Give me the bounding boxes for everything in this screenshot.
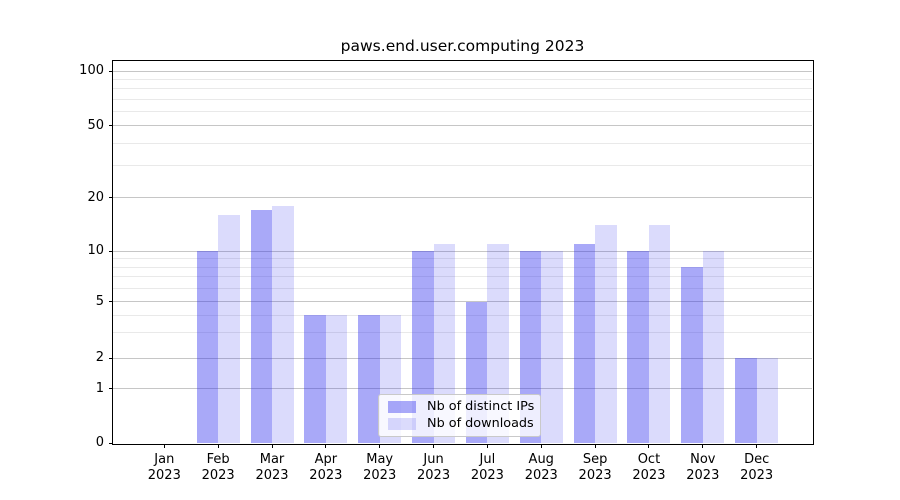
- x-axis-tick: [325, 444, 327, 448]
- legend-label-distinct-ips: Nb of distinct IPs: [427, 399, 535, 414]
- y-gridline-minor: [113, 287, 812, 289]
- bar-downloads: [648, 225, 671, 443]
- y-axis-tick-label: 50: [87, 117, 104, 133]
- bar-distinct-ips: [250, 210, 272, 443]
- y-gridline-minor: [113, 142, 812, 144]
- y-gridline-minor: [113, 332, 812, 334]
- legend-swatch-distinct-ips: [388, 401, 416, 413]
- x-axis-tick-label: Nov 2023: [686, 452, 720, 483]
- y-gridline-minor: [113, 165, 812, 167]
- x-axis-tick: [486, 444, 488, 448]
- y-gridline-major: [113, 125, 812, 126]
- x-axis-tick-label: May 2023: [363, 452, 397, 483]
- bar-downloads: [541, 251, 563, 443]
- x-axis-tick: [702, 444, 704, 448]
- y-gridline-minor: [113, 258, 812, 260]
- y-axis-tick: [109, 357, 113, 359]
- legend-label-downloads: Nb of downloads: [427, 416, 534, 431]
- x-axis-tick: [648, 444, 650, 448]
- bar-downloads: [595, 225, 617, 443]
- y-axis-tick: [109, 70, 113, 72]
- x-axis-tick-label: Sep 2023: [578, 452, 612, 483]
- y-gridline-minor: [113, 314, 812, 316]
- x-axis-tick: [540, 444, 542, 448]
- y-axis-tick: [109, 442, 113, 444]
- y-axis-tick: [109, 197, 113, 198]
- y-gridline-minor: [113, 276, 812, 278]
- y-axis-tick-label: 20: [87, 189, 104, 205]
- y-gridline-major: [113, 388, 812, 389]
- y-gridline-minor: [113, 266, 812, 268]
- x-axis-tick: [756, 444, 758, 448]
- bar-distinct-ips: [681, 267, 703, 443]
- y-axis-tick-label: 10: [87, 243, 104, 258]
- y-axis-tick-label: 0: [95, 435, 104, 450]
- bar-downloads: [218, 214, 240, 443]
- plot-border: [112, 60, 814, 445]
- x-axis-tick-label: Mar 2023: [255, 452, 289, 483]
- bar-distinct-ips: [573, 243, 596, 443]
- x-axis-tick: [379, 444, 381, 448]
- bar-downloads: [325, 315, 348, 443]
- bar-downloads: [433, 243, 456, 443]
- x-axis-tick: [433, 444, 435, 448]
- y-gridline-minor: [113, 110, 812, 112]
- y-gridline-minor: [113, 78, 812, 80]
- chart-title: paws.end.user.computing 2023: [340, 37, 585, 55]
- y-gridline-minor: [113, 88, 812, 90]
- x-axis-tick-label: Oct 2023: [632, 452, 666, 483]
- x-axis-tick-label: Dec 2023: [740, 452, 774, 483]
- y-axis-tick-label: 100: [79, 63, 104, 78]
- y-axis-tick: [109, 301, 113, 302]
- y-gridline-major: [113, 250, 812, 252]
- x-axis-tick: [594, 444, 596, 448]
- x-axis-tick-label: Aug 2023: [524, 452, 558, 483]
- bar-downloads: [702, 251, 725, 443]
- y-axis-tick-label: 2: [95, 350, 104, 365]
- y-gridline-major: [113, 70, 812, 72]
- bar-distinct-ips: [358, 315, 380, 443]
- x-axis-tick-label: Apr 2023: [309, 452, 343, 483]
- y-gridline-major: [113, 357, 812, 359]
- x-axis-tick-label: Jan 2023: [147, 452, 181, 483]
- y-gridline-major: [113, 197, 812, 198]
- x-axis-tick: [271, 444, 273, 448]
- bar-downloads: [272, 205, 294, 443]
- bar-distinct-ips: [627, 251, 649, 443]
- legend-entry-downloads: Nb of downloads: [388, 416, 534, 431]
- y-axis-tick: [109, 125, 113, 126]
- y-axis-tick-label: 5: [95, 293, 104, 309]
- y-gridline-major: [113, 301, 812, 302]
- x-axis-tick: [163, 444, 165, 448]
- x-axis-tick: [217, 444, 219, 448]
- bar-distinct-ips: [735, 358, 757, 443]
- y-axis-tick-label: 1: [95, 380, 104, 396]
- x-axis-tick-label: Jul 2023: [470, 452, 504, 483]
- x-axis-tick-label: Jun 2023: [417, 452, 451, 483]
- bar-distinct-ips: [196, 251, 219, 443]
- y-axis-tick: [109, 250, 113, 252]
- y-gridline-minor: [113, 98, 812, 100]
- legend-swatch-downloads: [388, 418, 416, 430]
- bar-downloads: [756, 358, 779, 443]
- x-axis-tick-label: Feb 2023: [201, 452, 235, 483]
- legend-entry-distinct-ips: Nb of distinct IPs: [388, 399, 535, 414]
- bar-downloads: [487, 243, 509, 443]
- legend: Nb of distinct IPs Nb of downloads: [378, 394, 541, 437]
- bar-distinct-ips: [304, 315, 326, 443]
- y-axis-tick: [109, 388, 113, 389]
- plot-area: [113, 61, 812, 443]
